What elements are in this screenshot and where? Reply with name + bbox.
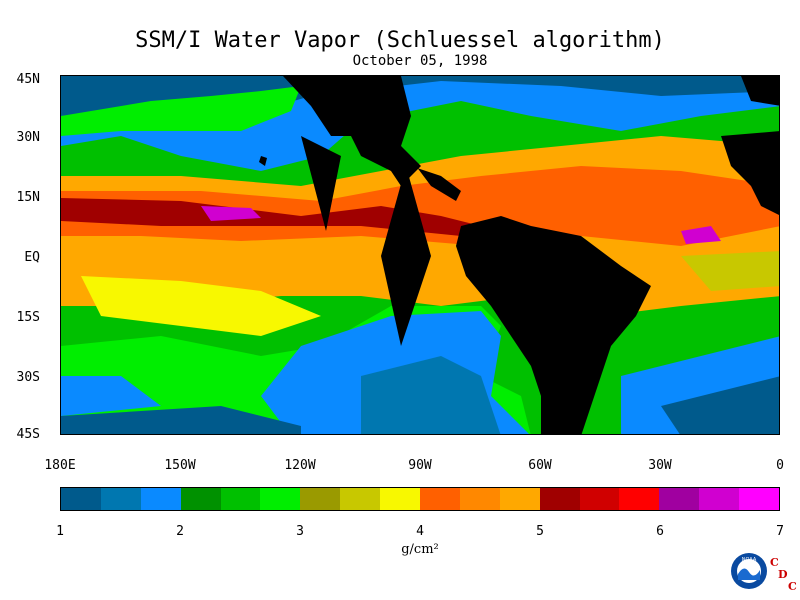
cdc-letter-d: D — [778, 568, 788, 581]
colorbar-swatch-9 — [380, 488, 421, 510]
lon-label-180e: 180E — [44, 458, 76, 473]
colorbar-swatch-13 — [539, 488, 580, 510]
north-moist-filament — [61, 86, 301, 136]
colorbar-tick-5: 5 — [536, 524, 544, 539]
colorbar-swatch-18 — [739, 488, 780, 510]
lat-label-30s: 30S — [16, 370, 40, 385]
map-svg — [61, 76, 779, 434]
south-edge-dry — [61, 406, 301, 434]
lat-label-45n: 45N — [16, 72, 40, 87]
colorbar-units: g/cm² — [401, 542, 439, 557]
chart-title: SSM/I Water Vapor (Schluessel algorithm) — [135, 28, 665, 53]
lon-label-150w: 150W — [164, 458, 196, 473]
lon-label-60w: 60W — [528, 458, 552, 473]
colorbar-swatch-1 — [61, 488, 101, 510]
colorbar-tick-1: 1 — [56, 524, 64, 539]
lat-label-15s: 15S — [16, 310, 40, 325]
africa-land — [721, 131, 779, 215]
colorbar-swatch-10 — [420, 488, 460, 510]
europe-land — [741, 76, 779, 106]
colorbar-swatch-4 — [180, 488, 221, 510]
chart-date: October 05, 1998 — [352, 53, 488, 69]
colorbar-tick-6: 6 — [656, 524, 664, 539]
colorbar-swatch-14 — [579, 488, 620, 510]
lat-label-15n: 15N — [16, 190, 40, 205]
south-atlantic-very-dry — [661, 376, 779, 434]
itcz-core — [61, 198, 481, 236]
colorbar-swatch-15 — [619, 488, 660, 510]
colorbar-tick-3: 3 — [296, 524, 304, 539]
lat-label-eq: EQ — [24, 250, 40, 265]
lon-label-0: 0 — [776, 458, 784, 473]
colorbar-swatch-6 — [260, 488, 301, 510]
colorbar-tick-7: 7 — [776, 524, 784, 539]
colorbar-swatch-3 — [140, 488, 181, 510]
lon-label-120w: 120W — [284, 458, 316, 473]
colorbar-tick-4: 4 — [416, 524, 424, 539]
noaa-logo-wave — [738, 568, 760, 580]
colorbar-swatch-16 — [659, 488, 700, 510]
data-gap-wedge-north — [301, 136, 341, 231]
central-america-land — [401, 146, 461, 201]
lat-label-45s: 45S — [16, 427, 40, 442]
lon-label-90w: 90W — [408, 458, 432, 473]
data-gap-wedge-south — [381, 166, 431, 346]
lat-label-30n: 30N — [16, 130, 40, 145]
cdc-letter-c2: C — [788, 580, 797, 593]
hawaii-land — [259, 156, 267, 166]
noaa-logo-text: NOAA — [742, 557, 757, 563]
colorbar — [60, 487, 780, 511]
atlantic-moist-patch — [681, 251, 779, 291]
south-pacific-very-dry — [361, 356, 501, 434]
itcz-max-west — [201, 206, 261, 221]
colorbar-tick-2: 2 — [176, 524, 184, 539]
colorbar-swatch-7 — [300, 488, 341, 510]
sw-pacific-dry — [61, 376, 161, 416]
colorbar-swatch-12 — [499, 488, 540, 510]
south-america-land — [456, 216, 651, 434]
colorbar-swatch-8 — [340, 488, 381, 510]
colorbar-swatch-2 — [100, 488, 141, 510]
water-vapor-map — [60, 75, 780, 435]
colorbar-swatch-17 — [699, 488, 740, 510]
north-america-land — [283, 76, 421, 186]
south-pacific-moist-patch — [81, 276, 321, 336]
lon-label-30w: 30W — [648, 458, 672, 473]
colorbar-swatch-5 — [220, 488, 261, 510]
cdc-letter-c1: C — [770, 556, 779, 569]
noaa-logo: NOAA — [731, 553, 767, 589]
colorbar-swatch-11 — [459, 488, 500, 510]
itcz-max-atlantic — [681, 226, 721, 244]
